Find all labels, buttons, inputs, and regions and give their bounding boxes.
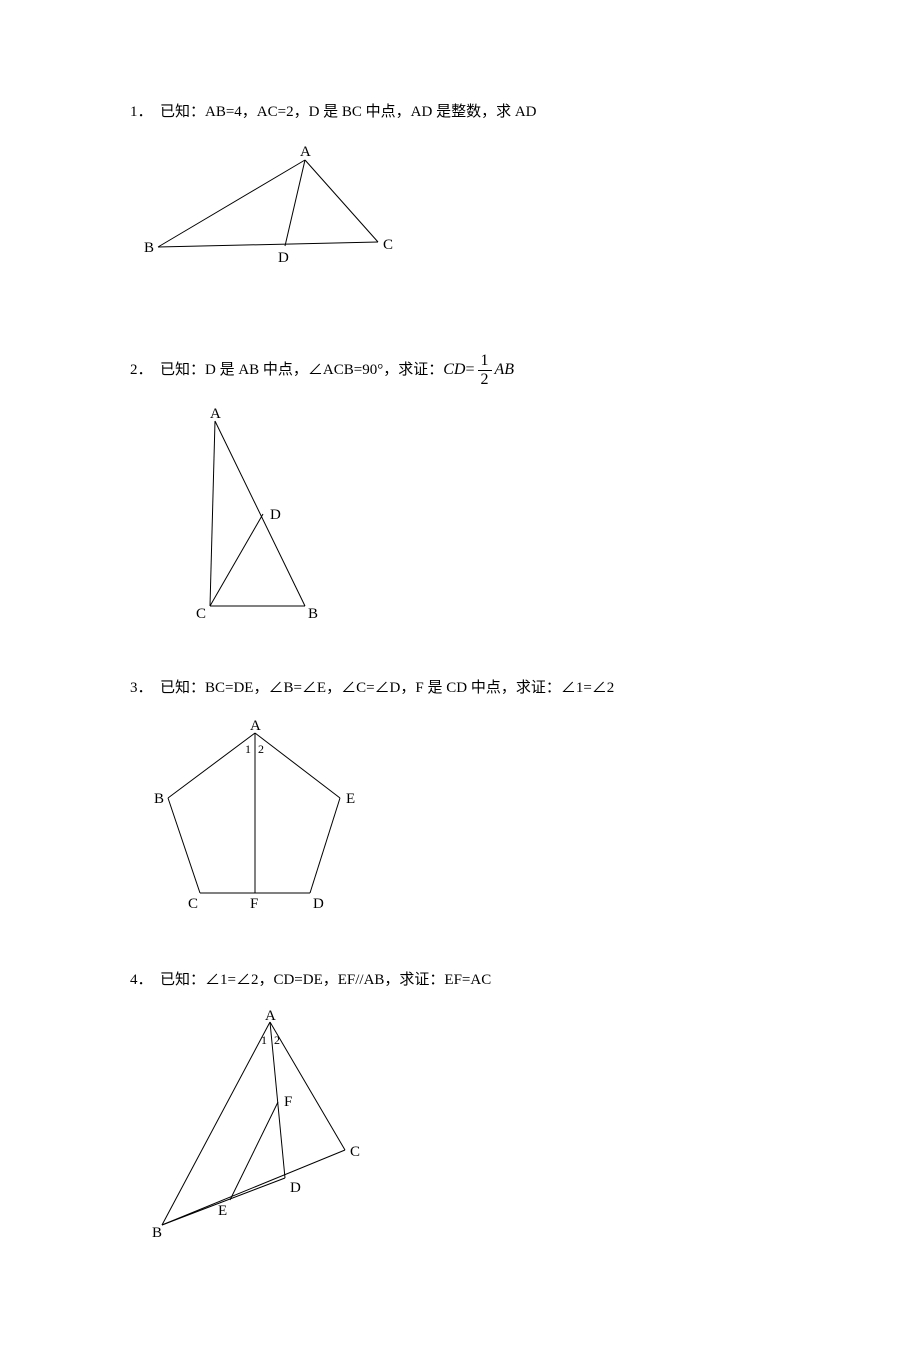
problem-2-diagram: A C B D xyxy=(160,406,790,626)
problem-2-math-lhs: CD xyxy=(443,357,465,383)
svg-text:C: C xyxy=(196,606,206,622)
problem-3-statement: 已知：BC=DE，∠B=∠E，∠C=∠D，F 是 CD 中点，求证：∠1=∠2 xyxy=(160,676,614,700)
problem-2-math-eq: = xyxy=(465,357,474,383)
svg-text:D: D xyxy=(313,896,324,912)
svg-text:C: C xyxy=(350,1144,360,1160)
svg-text:A: A xyxy=(300,144,311,160)
problem-1-num: 1． xyxy=(130,100,160,124)
svg-text:D: D xyxy=(270,507,281,523)
svg-text:A: A xyxy=(265,1010,276,1024)
problem-4-num: 4． xyxy=(130,968,160,992)
svg-text:B: B xyxy=(308,606,318,622)
problem-2-statement: 已知：D 是 AB 中点，∠ACB=90°，求证： xyxy=(160,358,443,382)
problem-4: 4． 已知：∠1=∠2，CD=DE，EF//AB，求证：EF=AC A B C D E F… xyxy=(130,968,790,1240)
problem-4-diagram: A B C D E F 12 xyxy=(150,1010,790,1240)
svg-text:B: B xyxy=(144,240,154,256)
problem-3-text: 3． 已知：BC=DE，∠B=∠E，∠C=∠D，F 是 CD 中点，求证：∠1=… xyxy=(130,676,790,700)
svg-text:B: B xyxy=(152,1225,162,1240)
svg-text:A: A xyxy=(210,406,221,422)
problem-2: 2． 已知：D 是 AB 中点，∠ACB=90°，求证： CD = 1 2 AB… xyxy=(130,352,790,626)
problem-3: 3． 已知：BC=DE，∠B=∠E，∠C=∠D，F 是 CD 中点，求证：∠1=… xyxy=(130,676,790,918)
problem-2-frac-den: 2 xyxy=(478,371,492,389)
problem-4-statement: 已知：∠1=∠2，CD=DE，EF//AB，求证：EF=AC xyxy=(160,968,491,992)
svg-text:F: F xyxy=(284,1094,292,1110)
svg-text:C: C xyxy=(383,237,393,253)
problem-3-diagram: A B E C D F 12 xyxy=(150,718,790,918)
svg-text:1: 1 xyxy=(261,1033,267,1047)
problem-1-statement: 已知：AB=4，AC=2，D 是 BC 中点，AD 是整数，求 AD xyxy=(160,100,537,124)
problem-2-text: 2． 已知：D 是 AB 中点，∠ACB=90°，求证： CD = 1 2 AB xyxy=(130,352,790,388)
problem-2-num: 2． xyxy=(130,358,160,382)
svg-text:2: 2 xyxy=(274,1033,280,1047)
problem-2-math-frac: 1 2 xyxy=(478,352,492,388)
svg-text:B: B xyxy=(154,791,164,807)
problem-2-math-rhs: AB xyxy=(495,357,515,383)
svg-text:D: D xyxy=(290,1180,301,1196)
problem-4-text: 4． 已知：∠1=∠2，CD=DE，EF//AB，求证：EF=AC xyxy=(130,968,790,992)
svg-text:2: 2 xyxy=(258,742,264,756)
svg-text:D: D xyxy=(278,250,289,266)
svg-text:C: C xyxy=(188,896,198,912)
svg-text:E: E xyxy=(346,791,355,807)
problem-1-diagram: A B C D xyxy=(140,142,790,272)
svg-text:F: F xyxy=(250,896,258,912)
svg-text:A: A xyxy=(250,718,261,734)
problem-3-num: 3． xyxy=(130,676,160,700)
svg-text:E: E xyxy=(218,1203,227,1219)
problem-2-frac-num: 1 xyxy=(478,352,492,371)
problem-1-text: 1． 已知：AB=4，AC=2，D 是 BC 中点，AD 是整数，求 AD xyxy=(130,100,790,124)
svg-text:1: 1 xyxy=(245,742,251,756)
problem-1: 1． 已知：AB=4，AC=2，D 是 BC 中点，AD 是整数，求 AD A B… xyxy=(130,100,790,272)
page: 1． 已知：AB=4，AC=2，D 是 BC 中点，AD 是整数，求 AD AB… xyxy=(0,0,920,1350)
